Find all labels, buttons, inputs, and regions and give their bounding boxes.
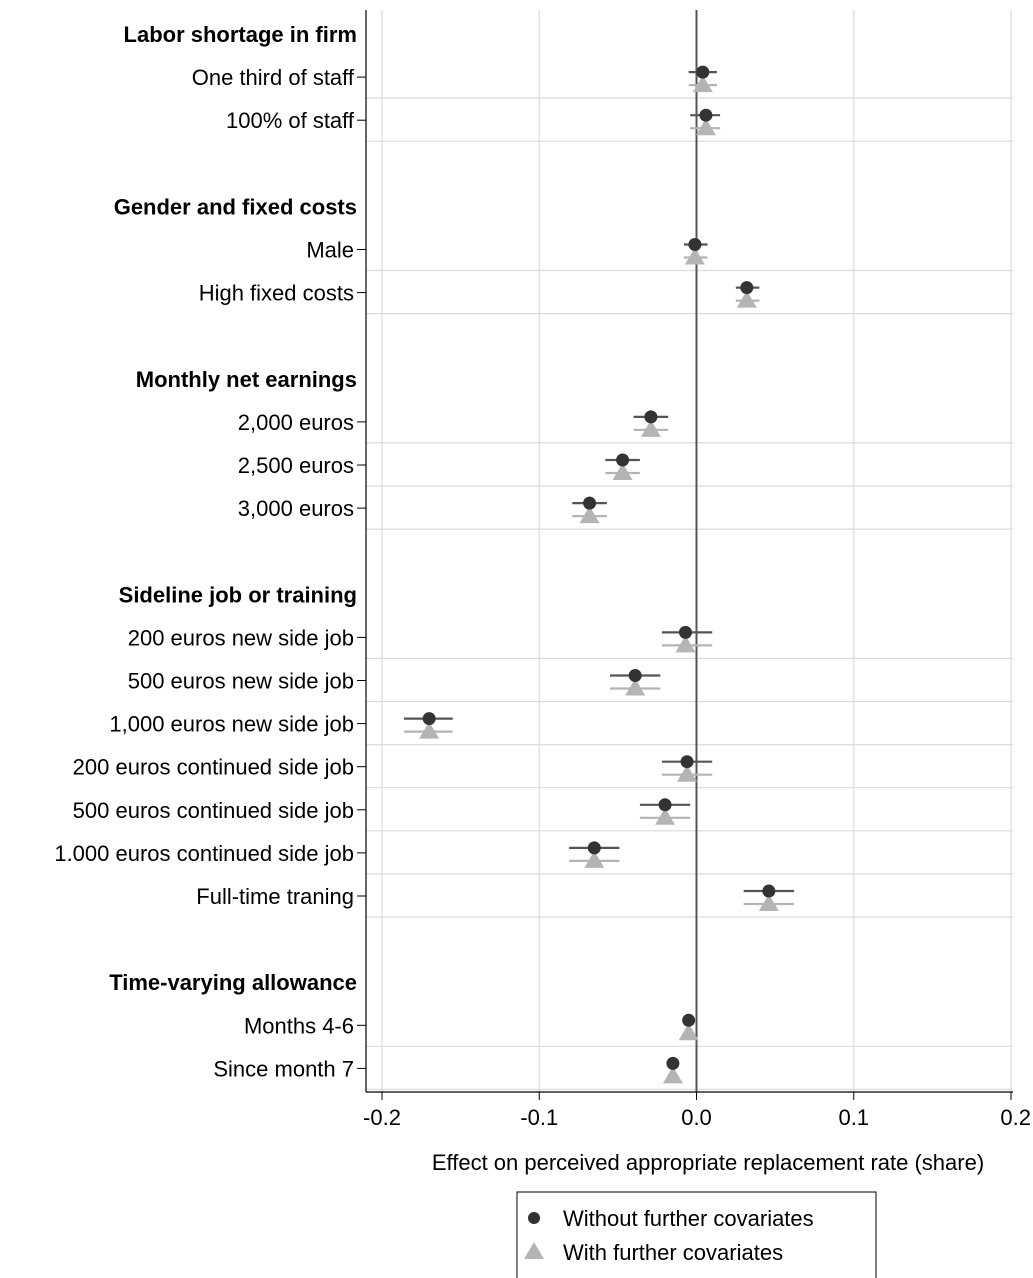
point-without-15 — [628, 669, 642, 682]
row-label-10: 2,500 euros — [238, 453, 354, 478]
row-label-14: 200 euros new side job — [128, 625, 354, 650]
row-label-24: Since month 7 — [213, 1056, 354, 1081]
point-with-19 — [584, 850, 605, 868]
point-with-16 — [419, 721, 440, 739]
point-without-17 — [680, 755, 694, 769]
point-without-6 — [740, 281, 754, 295]
row-label-20: Full-time traning — [196, 884, 354, 909]
legend: Without further covariates With further … — [516, 1191, 877, 1278]
x-tick-label-3: 0.1 — [838, 1105, 869, 1130]
group-heading-4: Gender and fixed costs — [114, 194, 357, 219]
x-tick-label-2: 0.0 — [681, 1105, 712, 1130]
data-marks — [404, 65, 794, 1084]
legend-circle-marker — [528, 1212, 540, 1224]
point-without-24 — [666, 1056, 680, 1070]
x-axis: -0.2 -0.1 0.0 0.1 0.2 — [363, 10, 1031, 1130]
row-label-2: 100% of staff — [226, 108, 355, 133]
row-label-18: 500 euros continued side job — [73, 798, 354, 823]
x-axis-title: Effect on perceived appropriate replacem… — [432, 1150, 984, 1175]
legend-frame — [516, 1191, 877, 1278]
group-heading-8: Monthly net earnings — [136, 367, 357, 392]
point-without-10 — [616, 453, 630, 467]
point-with-15 — [625, 678, 646, 696]
row-label-17: 200 euros continued side job — [73, 755, 354, 780]
point-with-17 — [677, 764, 698, 782]
row-label-19: 1.000 euros continued side job — [54, 841, 354, 866]
point-with-14 — [675, 635, 696, 653]
point-with-9 — [640, 419, 661, 437]
row-label-11: 3,000 euros — [238, 496, 354, 521]
point-with-1 — [692, 75, 713, 93]
point-without-2 — [699, 108, 713, 122]
point-without-14 — [678, 625, 692, 639]
legend-label-with: With further covariates — [563, 1240, 783, 1265]
point-with-5 — [684, 247, 705, 265]
row-label-5: Male — [306, 238, 354, 263]
x-tick-label-0: -0.2 — [363, 1105, 401, 1130]
group-heading-13: Sideline job or training — [119, 582, 357, 607]
point-without-23 — [682, 1013, 696, 1027]
point-with-11 — [579, 506, 600, 524]
point-with-23 — [678, 1023, 699, 1041]
point-without-11 — [583, 496, 597, 510]
row-label-15: 500 euros new side job — [128, 669, 354, 694]
row-labels: Labor shortage in firm One third of staff… — [54, 22, 366, 1081]
point-without-5 — [688, 238, 702, 251]
point-with-10 — [612, 463, 633, 480]
point-with-6 — [736, 290, 757, 308]
row-label-16: 1,000 euros new side job — [109, 712, 354, 737]
legend-label-without: Without further covariates — [563, 1206, 814, 1231]
grid-lines — [366, 10, 1013, 1092]
point-without-20 — [762, 884, 776, 898]
point-with-24 — [662, 1066, 683, 1084]
x-tick-label-4: 0.2 — [1000, 1105, 1031, 1130]
group-heading-0: Labor shortage in firm — [124, 22, 357, 47]
x-tick-label-1: -0.1 — [520, 1105, 558, 1130]
row-label-1: One third of staff — [192, 65, 355, 90]
point-with-2 — [695, 118, 716, 136]
point-without-1 — [696, 65, 710, 79]
point-without-9 — [644, 410, 658, 424]
point-with-20 — [758, 894, 779, 911]
legend-triangle-marker — [524, 1242, 544, 1259]
point-without-16 — [422, 712, 436, 726]
point-without-19 — [587, 841, 601, 855]
point-without-18 — [658, 798, 672, 812]
group-heading-22: Time-varying allowance — [109, 970, 357, 995]
row-label-9: 2,000 euros — [238, 410, 354, 435]
row-label-23: Months 4-6 — [244, 1013, 354, 1038]
row-label-6: High fixed costs — [199, 281, 354, 306]
point-with-18 — [655, 807, 676, 825]
